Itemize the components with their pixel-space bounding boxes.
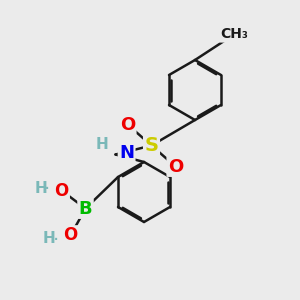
Text: O: O: [63, 226, 78, 244]
Text: ·: ·: [53, 230, 59, 250]
Text: ·: ·: [44, 180, 50, 200]
Text: S: S: [145, 136, 158, 155]
Text: N: N: [119, 144, 134, 162]
Text: O: O: [54, 182, 69, 200]
Text: B: B: [79, 200, 92, 217]
Text: H: H: [43, 231, 56, 246]
Text: O: O: [120, 116, 135, 134]
Text: O: O: [168, 158, 183, 175]
Text: H: H: [34, 181, 47, 196]
Text: H: H: [96, 137, 108, 152]
Text: CH₃: CH₃: [220, 28, 248, 41]
